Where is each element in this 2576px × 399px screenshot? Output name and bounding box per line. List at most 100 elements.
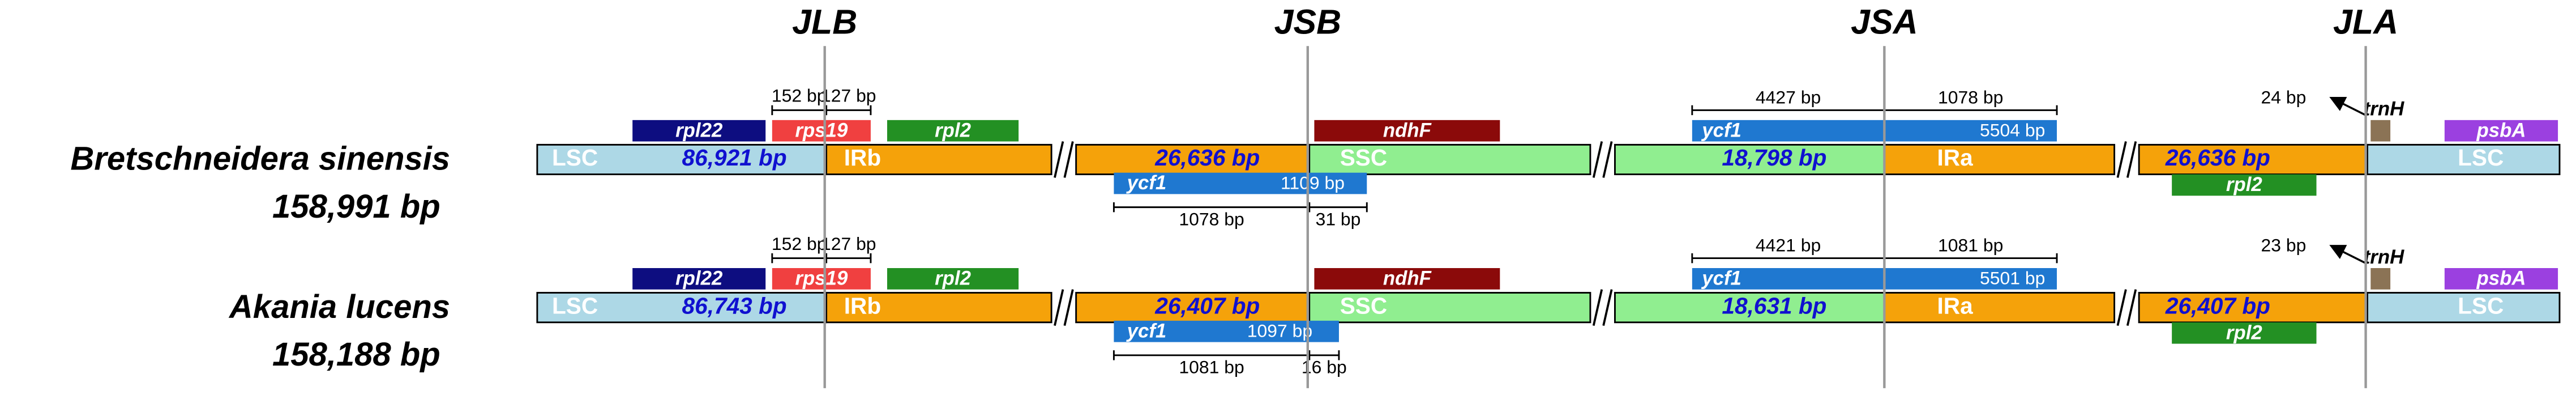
gene-label: ndhF	[1383, 119, 1432, 141]
gene-label: ycf1	[1701, 268, 1741, 290]
region-label: LSC	[2458, 292, 2504, 319]
gene-label: rpl22	[675, 268, 722, 290]
region-bar	[2367, 292, 2561, 324]
gene-length: 5504 bp	[1980, 120, 2045, 141]
span-label: 1081 bp	[1938, 235, 2003, 256]
region-bar	[1883, 143, 2116, 176]
gene-box	[887, 120, 1019, 142]
region-bar	[1614, 143, 1885, 176]
gene-box	[772, 268, 871, 290]
region-label: IRa	[1937, 145, 1974, 171]
gene-box	[887, 268, 1019, 290]
span-label: 152 bp	[772, 86, 827, 106]
gene-box	[2444, 120, 2558, 142]
span-label: 4427 bp	[1756, 87, 1821, 108]
gene-box	[1314, 120, 1500, 142]
gene-label: ycf1	[1126, 320, 1167, 342]
species-name: Akania lucens	[228, 288, 450, 325]
gene-box	[2172, 174, 2317, 196]
region-length: 26,636 bp	[1154, 145, 1260, 171]
gene-box	[1114, 172, 1367, 194]
region-length: 18,798 bp	[1722, 145, 1826, 171]
span-label: 16 bp	[1302, 356, 1347, 377]
span-label: 4421 bp	[1756, 235, 1821, 256]
junction-label: JLB	[792, 3, 857, 41]
gene-label: ycf1	[1701, 119, 1741, 141]
genome-size: 158,188 bp	[272, 336, 440, 373]
gene-box	[2172, 322, 2317, 344]
span-label: 31 bp	[1316, 209, 1361, 229]
region-length: 26,407 bp	[2165, 292, 2270, 319]
gene-label: ycf1	[1126, 172, 1167, 194]
region-bar	[825, 292, 1052, 324]
break-mark	[1592, 141, 1603, 178]
gene-box	[1314, 268, 1500, 290]
species-name: Bretschneidera sinensis	[70, 141, 450, 177]
gene-label: trnH	[2364, 246, 2404, 268]
break-mark	[1054, 141, 1064, 178]
region-label: SSC	[1340, 292, 1388, 319]
gene-label: rpl22	[675, 119, 722, 141]
span-label: 23 bp	[2261, 235, 2307, 256]
gene-box	[2370, 120, 2391, 142]
region-bar	[2367, 143, 2561, 176]
gene-box	[772, 120, 871, 142]
gene-label: rps19	[795, 119, 848, 141]
break-mark	[1063, 289, 1074, 326]
region-length: 26,636 bp	[2165, 145, 2270, 171]
region-bar	[1883, 292, 2116, 324]
gene-label: rpl2	[935, 119, 971, 141]
span-label: 1078 bp	[1179, 209, 1244, 229]
span-label: 1078 bp	[1938, 87, 2003, 108]
junction-label: JLA	[2333, 3, 2398, 41]
break-mark	[1602, 141, 1613, 178]
gene-label: psbA	[2476, 119, 2526, 141]
region-bar	[1308, 292, 1591, 324]
gene-label: rpl2	[935, 268, 971, 290]
region-label: LSC	[2458, 145, 2504, 171]
region-label: IRa	[1937, 292, 1974, 319]
region-label: IRb	[844, 145, 881, 171]
region-label: LSC	[552, 292, 598, 319]
region-length: 86,743 bp	[682, 292, 787, 319]
gene-box	[1114, 320, 1339, 342]
region-label: LSC	[552, 145, 598, 171]
span-label: 127 bp	[821, 86, 876, 106]
span-label: 152 bp	[772, 234, 827, 254]
gene-label: ndhF	[1383, 268, 1432, 290]
break-mark	[2126, 289, 2137, 326]
span-label: 24 bp	[2261, 87, 2307, 108]
junction-label: JSB	[1274, 3, 1342, 41]
break-mark	[2116, 289, 2127, 326]
span-label: 1081 bp	[1179, 356, 1244, 377]
gene-label: psbA	[2476, 268, 2526, 290]
span-label: 127 bp	[821, 234, 876, 254]
break-mark	[1063, 141, 1074, 178]
genome-size: 158,991 bp	[272, 188, 440, 225]
gene-box	[632, 268, 766, 290]
gene-length: 5501 bp	[1980, 268, 2045, 288]
break-mark	[2126, 141, 2137, 178]
gene-label: rpl2	[2226, 321, 2262, 343]
break-mark	[1592, 289, 1603, 326]
gene-length: 1097 bp	[1247, 321, 1312, 341]
region-bar	[536, 292, 828, 324]
break-mark	[2116, 141, 2127, 178]
gene-box	[2444, 268, 2558, 290]
region-length: 86,921 bp	[682, 145, 787, 171]
gene-length: 1109 bp	[1281, 172, 1345, 193]
gene-label: trnH	[2364, 98, 2404, 120]
region-bar	[2138, 143, 2368, 176]
region-label: SSC	[1340, 145, 1388, 171]
region-label: IRb	[844, 292, 881, 319]
region-bar	[1075, 292, 1311, 324]
gene-box	[632, 120, 766, 142]
region-length: 18,631 bp	[1722, 292, 1826, 319]
gene-box	[1692, 268, 2057, 290]
break-mark	[1602, 289, 1613, 326]
gene-box	[2370, 268, 2391, 290]
pointer-arrow	[2329, 245, 2367, 264]
region-bar	[536, 143, 828, 176]
region-bar	[1308, 143, 1591, 176]
